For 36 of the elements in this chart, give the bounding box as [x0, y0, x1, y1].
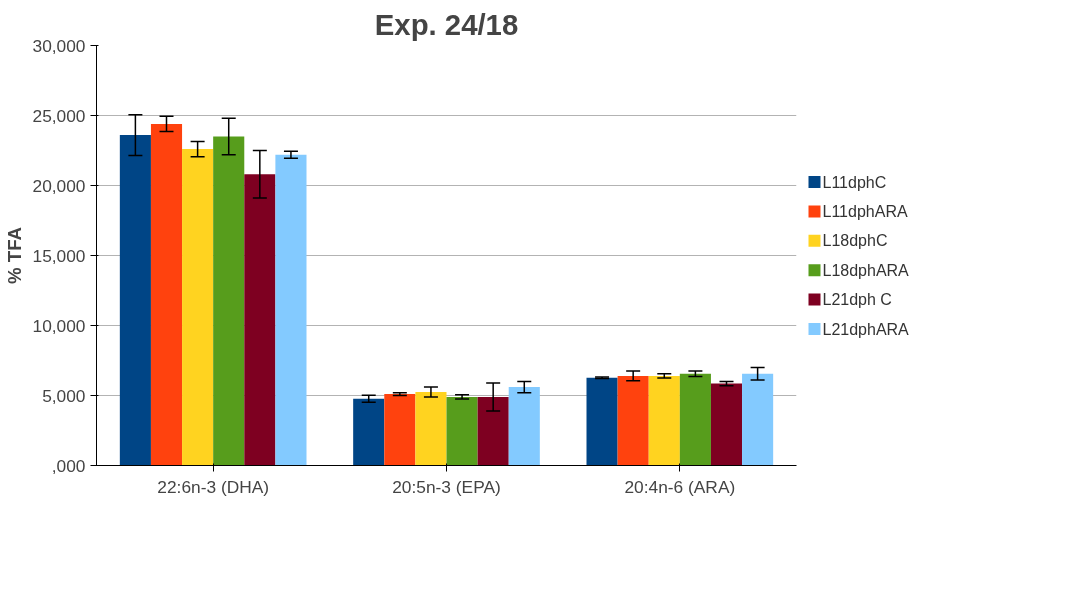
bar: [275, 154, 307, 466]
x-tick-label: 20:4n-6 (ARA): [624, 476, 736, 497]
y-tick-label: 15,000: [32, 245, 86, 266]
bar: [586, 377, 618, 466]
y-tick-label: 10,000: [32, 315, 86, 336]
y-tick-label: 5,000: [42, 385, 86, 406]
bar: [384, 394, 416, 466]
y-axis-title: % TFA: [3, 226, 25, 284]
bar: [742, 373, 774, 466]
bar: [679, 373, 711, 466]
bar: [353, 398, 385, 466]
legend-label: L11dphARA: [822, 202, 908, 220]
bar: [617, 375, 649, 466]
y-tick-label: 25,000: [32, 105, 86, 126]
legend-label: L21dphARA: [822, 320, 910, 338]
bar: [119, 135, 151, 466]
x-tick-label: 20:5n-3 (EPA): [392, 476, 501, 497]
y-tick-label: 30,000: [32, 35, 86, 56]
bar: [710, 383, 743, 466]
bar: [508, 387, 540, 466]
bar: [648, 375, 680, 466]
bar: [150, 123, 183, 466]
legend-label: L21dph C: [822, 291, 892, 309]
legend-label: L11dphC: [822, 173, 887, 191]
chart-title: Exp. 24/18: [374, 7, 519, 41]
legend-label: L18dphARA: [822, 261, 910, 279]
y-tick-label: ,000: [51, 455, 86, 476]
y-tick-label: 20,000: [32, 175, 86, 196]
bar: [415, 392, 447, 466]
bar: [213, 136, 245, 466]
bar: [182, 149, 214, 466]
bar: [477, 396, 509, 466]
legend-label: L18dphC: [822, 232, 888, 250]
bar: [446, 396, 478, 466]
bar: [244, 174, 276, 466]
x-tick-label: 22:6n-3 (DHA): [157, 476, 270, 497]
